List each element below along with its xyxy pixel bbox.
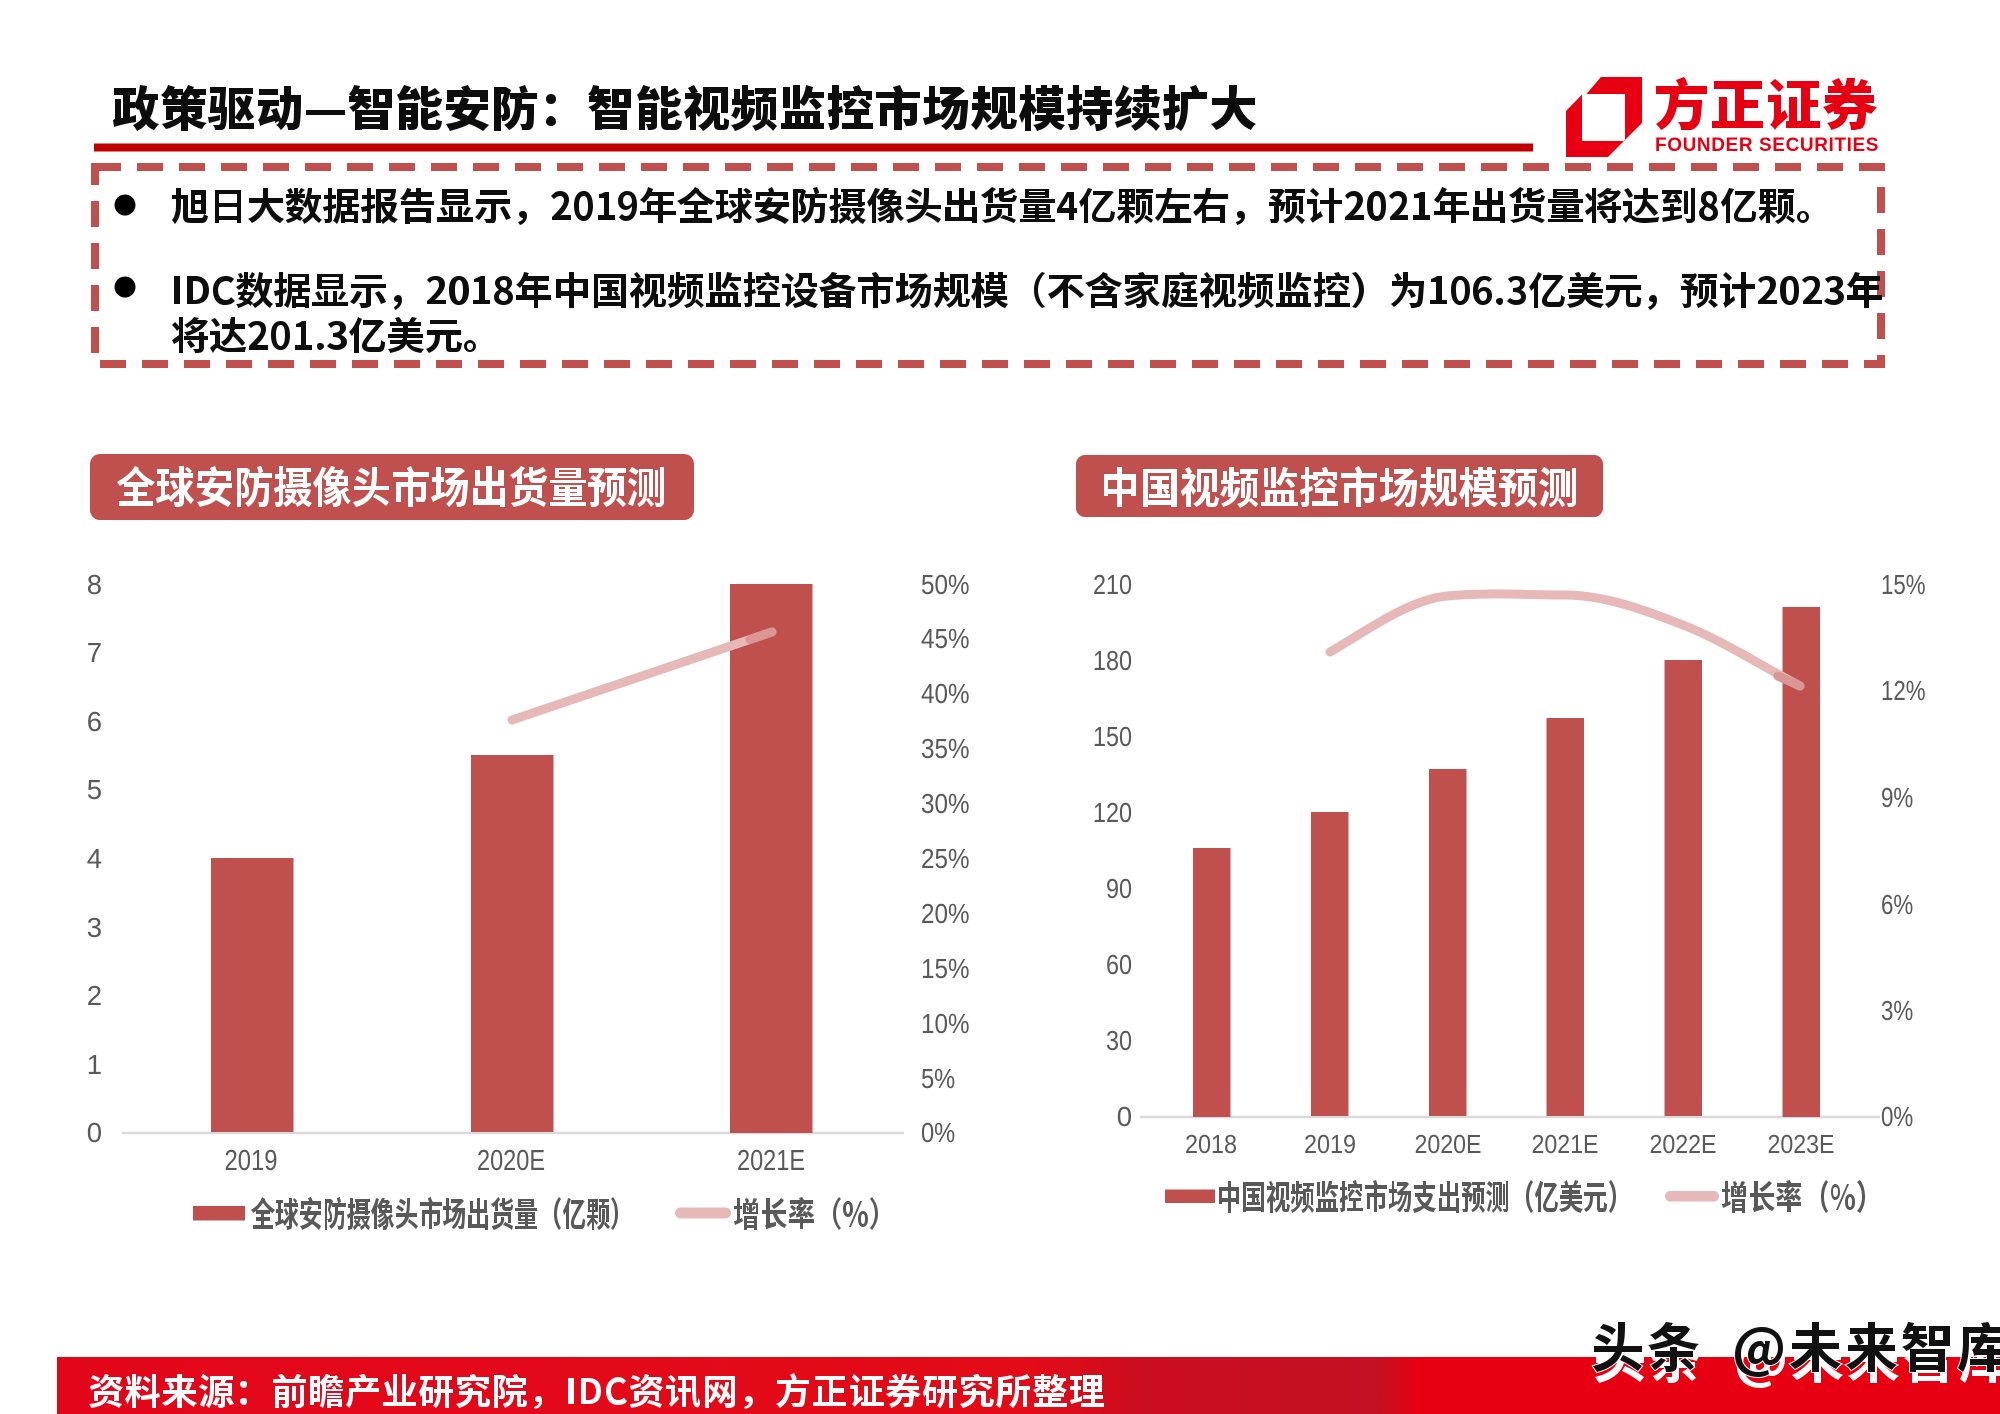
svg-text:20%: 20% <box>921 898 970 929</box>
svg-text:180: 180 <box>1093 645 1132 676</box>
svg-text:0%: 0% <box>1881 1101 1913 1132</box>
svg-text:15%: 15% <box>921 953 970 984</box>
svg-text:12%: 12% <box>1881 675 1926 706</box>
svg-text:2019: 2019 <box>225 1145 278 1177</box>
svg-text:2: 2 <box>87 980 102 1011</box>
svg-text:2022E: 2022E <box>1650 1131 1717 1159</box>
svg-text:0: 0 <box>87 1117 102 1148</box>
svg-text:5%: 5% <box>921 1063 955 1094</box>
svg-text:2019: 2019 <box>1304 1131 1356 1159</box>
svg-text:8: 8 <box>87 569 102 600</box>
svg-text:45%: 45% <box>921 623 970 654</box>
svg-text:3: 3 <box>87 912 102 943</box>
svg-text:2021E: 2021E <box>1532 1131 1599 1159</box>
svg-text:50%: 50% <box>921 569 970 600</box>
svg-text:2020E: 2020E <box>477 1145 545 1177</box>
svg-text:2023E: 2023E <box>1768 1131 1835 1159</box>
svg-text:2020E: 2020E <box>1415 1131 1482 1159</box>
svg-text:9%: 9% <box>1881 782 1913 813</box>
svg-text:210: 210 <box>1093 569 1132 600</box>
svg-text:15%: 15% <box>1881 569 1926 600</box>
svg-text:3%: 3% <box>1881 995 1913 1026</box>
svg-text:90: 90 <box>1106 873 1132 904</box>
svg-text:2021E: 2021E <box>737 1145 805 1177</box>
svg-text:7: 7 <box>87 637 102 668</box>
svg-text:0: 0 <box>1117 1101 1132 1132</box>
svg-text:5: 5 <box>87 774 102 805</box>
svg-text:30: 30 <box>1106 1025 1132 1056</box>
svg-text:25%: 25% <box>921 843 970 874</box>
svg-text:120: 120 <box>1093 797 1132 828</box>
svg-text:2018: 2018 <box>1185 1131 1237 1159</box>
svg-text:6: 6 <box>87 706 102 737</box>
svg-text:35%: 35% <box>921 733 970 764</box>
svg-text:150: 150 <box>1093 721 1132 752</box>
svg-text:60: 60 <box>1106 949 1132 980</box>
svg-text:4: 4 <box>87 843 102 874</box>
svg-text:1: 1 <box>87 1049 102 1080</box>
svg-text:FOUNDER SECURITIES: FOUNDER SECURITIES <box>1655 135 1879 156</box>
svg-text:10%: 10% <box>921 1008 970 1039</box>
svg-text:30%: 30% <box>921 788 970 819</box>
svg-text:40%: 40% <box>921 678 970 709</box>
svg-text:0%: 0% <box>921 1117 955 1148</box>
svg-text:6%: 6% <box>1881 889 1913 920</box>
